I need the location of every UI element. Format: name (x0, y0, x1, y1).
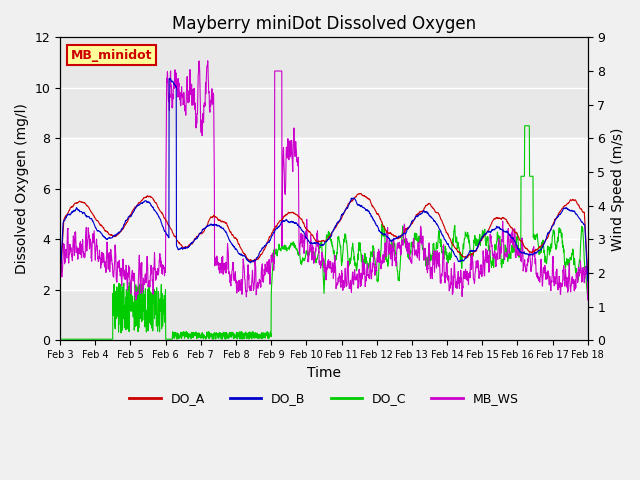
Text: MB_minidot: MB_minidot (70, 48, 152, 61)
X-axis label: Time: Time (307, 366, 341, 380)
Y-axis label: Dissolved Oxygen (mg/l): Dissolved Oxygen (mg/l) (15, 104, 29, 275)
Legend: DO_A, DO_B, DO_C, MB_WS: DO_A, DO_B, DO_C, MB_WS (124, 387, 524, 410)
Bar (60, 138, 588, 290)
Y-axis label: Wind Speed (m/s): Wind Speed (m/s) (611, 127, 625, 251)
Title: Mayberry miniDot Dissolved Oxygen: Mayberry miniDot Dissolved Oxygen (172, 15, 476, 33)
